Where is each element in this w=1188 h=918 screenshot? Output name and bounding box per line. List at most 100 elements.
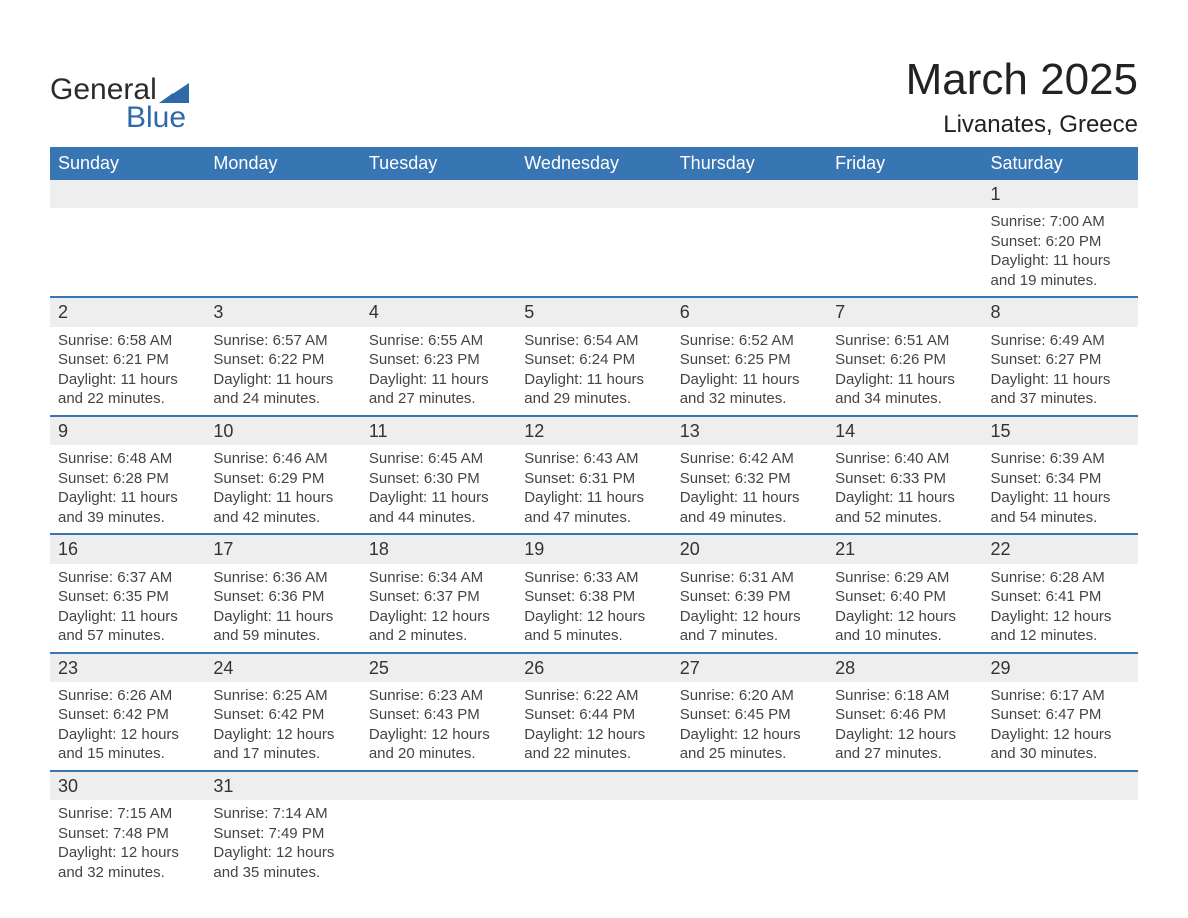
day-number-cell: 18 — [361, 534, 516, 563]
day-number-cell — [516, 180, 671, 208]
daylight-text: Daylight: 11 hours — [369, 370, 508, 390]
day-info-cell: Sunrise: 6:36 AMSunset: 6:36 PMDaylight:… — [205, 564, 360, 653]
day-number-cell: 9 — [50, 416, 205, 445]
daylight-text: and 32 minutes. — [680, 389, 819, 409]
day-info-cell — [361, 800, 516, 888]
day-number-cell: 2 — [50, 297, 205, 326]
daynum-row: 23242526272829 — [50, 653, 1138, 682]
day-number-cell: 13 — [672, 416, 827, 445]
day-info-cell — [827, 800, 982, 888]
day-number-cell: 3 — [205, 297, 360, 326]
col-thursday: Thursday — [672, 147, 827, 180]
sunset-text: Sunset: 6:36 PM — [213, 587, 352, 607]
daylight-text: and 15 minutes. — [58, 744, 197, 764]
info-row: Sunrise: 7:00 AMSunset: 6:20 PMDaylight:… — [50, 208, 1138, 297]
sunset-text: Sunset: 6:31 PM — [524, 469, 663, 489]
daylight-text: Daylight: 12 hours — [524, 725, 663, 745]
daylight-text: and 25 minutes. — [680, 744, 819, 764]
day-number-cell: 1 — [983, 180, 1138, 208]
daylight-text: and 54 minutes. — [991, 508, 1130, 528]
daylight-text: Daylight: 11 hours — [991, 251, 1130, 271]
day-info-cell: Sunrise: 6:58 AMSunset: 6:21 PMDaylight:… — [50, 327, 205, 416]
col-sunday: Sunday — [50, 147, 205, 180]
daynum-row: 3031 — [50, 771, 1138, 800]
daylight-text: Daylight: 12 hours — [991, 607, 1130, 627]
page-title: March 2025 — [906, 55, 1138, 105]
day-info-cell: Sunrise: 6:26 AMSunset: 6:42 PMDaylight:… — [50, 682, 205, 771]
sunrise-text: Sunrise: 6:39 AM — [991, 449, 1130, 469]
daylight-text: and 30 minutes. — [991, 744, 1130, 764]
sunset-text: Sunset: 6:33 PM — [835, 469, 974, 489]
day-number-cell: 31 — [205, 771, 360, 800]
daylight-text: and 49 minutes. — [680, 508, 819, 528]
daylight-text: Daylight: 11 hours — [213, 370, 352, 390]
sunset-text: Sunset: 6:22 PM — [213, 350, 352, 370]
daylight-text: Daylight: 12 hours — [58, 843, 197, 863]
day-info-cell: Sunrise: 7:00 AMSunset: 6:20 PMDaylight:… — [983, 208, 1138, 297]
sunrise-text: Sunrise: 7:00 AM — [991, 212, 1130, 232]
day-number-cell — [361, 180, 516, 208]
sunrise-text: Sunrise: 6:34 AM — [369, 568, 508, 588]
day-info-cell: Sunrise: 6:20 AMSunset: 6:45 PMDaylight:… — [672, 682, 827, 771]
day-info-cell: Sunrise: 6:37 AMSunset: 6:35 PMDaylight:… — [50, 564, 205, 653]
daylight-text: and 39 minutes. — [58, 508, 197, 528]
day-info-cell: Sunrise: 6:55 AMSunset: 6:23 PMDaylight:… — [361, 327, 516, 416]
day-number-cell: 22 — [983, 534, 1138, 563]
col-tuesday: Tuesday — [361, 147, 516, 180]
daylight-text: Daylight: 12 hours — [991, 725, 1130, 745]
day-info-cell: Sunrise: 6:57 AMSunset: 6:22 PMDaylight:… — [205, 327, 360, 416]
day-number-cell: 20 — [672, 534, 827, 563]
sunrise-text: Sunrise: 6:31 AM — [680, 568, 819, 588]
day-number-cell: 15 — [983, 416, 1138, 445]
sunrise-text: Sunrise: 6:57 AM — [213, 331, 352, 351]
sunset-text: Sunset: 6:46 PM — [835, 705, 974, 725]
sunrise-text: Sunrise: 6:17 AM — [991, 686, 1130, 706]
daylight-text: Daylight: 11 hours — [524, 488, 663, 508]
daylight-text: Daylight: 12 hours — [524, 607, 663, 627]
day-number-cell: 28 — [827, 653, 982, 682]
day-info-cell: Sunrise: 6:34 AMSunset: 6:37 PMDaylight:… — [361, 564, 516, 653]
sunrise-text: Sunrise: 6:22 AM — [524, 686, 663, 706]
sunset-text: Sunset: 6:29 PM — [213, 469, 352, 489]
sunrise-text: Sunrise: 6:48 AM — [58, 449, 197, 469]
daylight-text: Daylight: 11 hours — [58, 488, 197, 508]
day-number-cell: 11 — [361, 416, 516, 445]
daylight-text: Daylight: 11 hours — [680, 370, 819, 390]
daylight-text: and 32 minutes. — [58, 863, 197, 883]
sunrise-text: Sunrise: 6:37 AM — [58, 568, 197, 588]
sunrise-text: Sunrise: 6:23 AM — [369, 686, 508, 706]
sunrise-text: Sunrise: 6:46 AM — [213, 449, 352, 469]
sunset-text: Sunset: 6:30 PM — [369, 469, 508, 489]
day-info-cell: Sunrise: 7:15 AMSunset: 7:48 PMDaylight:… — [50, 800, 205, 888]
day-number-cell — [827, 771, 982, 800]
day-number-cell — [672, 771, 827, 800]
daylight-text: and 37 minutes. — [991, 389, 1130, 409]
day-info-cell — [516, 208, 671, 297]
sunset-text: Sunset: 6:32 PM — [680, 469, 819, 489]
day-info-cell — [672, 208, 827, 297]
sunrise-text: Sunrise: 6:54 AM — [524, 331, 663, 351]
day-info-cell: Sunrise: 6:45 AMSunset: 6:30 PMDaylight:… — [361, 445, 516, 534]
day-number-cell — [516, 771, 671, 800]
daylight-text: Daylight: 12 hours — [213, 725, 352, 745]
calendar-table: Sunday Monday Tuesday Wednesday Thursday… — [50, 147, 1138, 888]
daynum-row: 1 — [50, 180, 1138, 208]
day-info-cell — [361, 208, 516, 297]
day-number-cell: 21 — [827, 534, 982, 563]
daylight-text: Daylight: 11 hours — [991, 488, 1130, 508]
daylight-text: Daylight: 12 hours — [369, 607, 508, 627]
day-number-cell: 30 — [50, 771, 205, 800]
sunrise-text: Sunrise: 6:18 AM — [835, 686, 974, 706]
daylight-text: Daylight: 11 hours — [680, 488, 819, 508]
col-wednesday: Wednesday — [516, 147, 671, 180]
sunset-text: Sunset: 6:27 PM — [991, 350, 1130, 370]
daynum-row: 9101112131415 — [50, 416, 1138, 445]
sunrise-text: Sunrise: 6:26 AM — [58, 686, 197, 706]
weekday-header-row: Sunday Monday Tuesday Wednesday Thursday… — [50, 147, 1138, 180]
day-number-cell: 7 — [827, 297, 982, 326]
day-info-cell — [205, 208, 360, 297]
sunset-text: Sunset: 6:42 PM — [58, 705, 197, 725]
daylight-text: and 12 minutes. — [991, 626, 1130, 646]
day-number-cell — [983, 771, 1138, 800]
daylight-text: and 57 minutes. — [58, 626, 197, 646]
